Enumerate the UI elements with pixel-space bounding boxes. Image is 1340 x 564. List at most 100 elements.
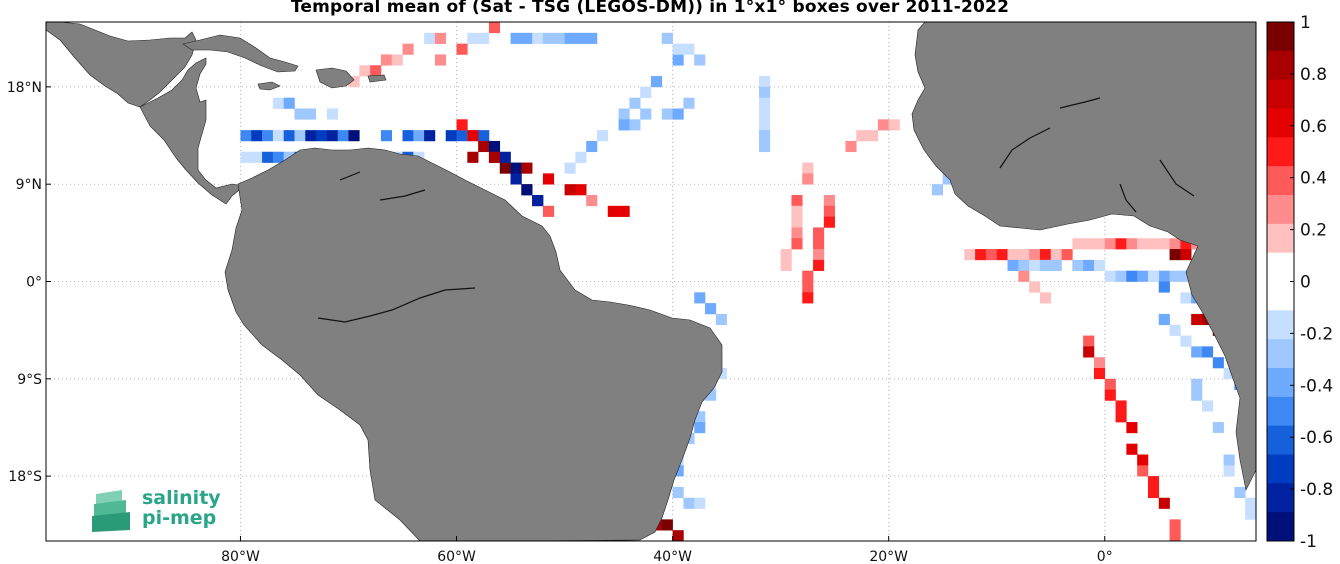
salinity-cell (1212, 422, 1224, 434)
salinity-cell (510, 32, 522, 44)
salinity-cell (683, 43, 695, 55)
salinity-cell (1050, 249, 1062, 261)
salinity-cell (499, 162, 511, 174)
salinity-cell (456, 119, 468, 131)
colorbar-swatch (1267, 166, 1294, 196)
salinity-cell (413, 130, 425, 142)
salinity-cell (823, 216, 835, 228)
lat-tick-label: 18°S (8, 469, 42, 485)
salinity-cell (791, 238, 803, 250)
salinity-cell (1029, 259, 1041, 271)
salinity-cell (1201, 346, 1214, 358)
colorbar: 1 0.8 0.6 0.4 0.2 0 -0.2 -0.4 -0.6 -0.8 -1 (1266, 13, 1333, 552)
salinity-cell (672, 108, 684, 120)
salinity-cell (1083, 259, 1095, 271)
lat-tick-label: 9°N (16, 177, 42, 193)
lat-tick-label: 9°S (17, 372, 42, 388)
salinity-cell (1158, 238, 1170, 250)
salinity-cell (532, 195, 544, 207)
colorbar-tick-label: 1 (1300, 13, 1311, 33)
salinity-cell (262, 130, 274, 142)
salinity-cell (294, 130, 306, 142)
salinity-cell (478, 140, 490, 153)
salinity-cell (802, 292, 814, 304)
salinity-cell (1191, 313, 1203, 326)
salinity-cell (1147, 270, 1160, 282)
salinity-cell (683, 497, 695, 509)
salinity-cell (1223, 368, 1235, 380)
salinity-cell (445, 130, 457, 142)
salinity-cell (1169, 519, 1181, 531)
salinity-cell (759, 119, 771, 131)
salinity-cell (683, 97, 695, 109)
salinity-cell (672, 465, 684, 477)
salinity-cell (813, 259, 825, 271)
salinity-cell (1245, 497, 1256, 509)
salinity-cell (402, 43, 414, 55)
salinity-cell (316, 108, 328, 120)
salinity-cell (262, 151, 274, 163)
salinity-cell (964, 249, 976, 261)
salinity-cell (1039, 259, 1052, 271)
salinity-cell (1169, 270, 1181, 282)
land-hispaniola (315, 67, 355, 89)
salinity-cell (402, 130, 414, 142)
salinity-cell (564, 162, 576, 174)
salinity-cell (424, 130, 436, 142)
salinity-cell (1083, 238, 1095, 250)
land-africa (911, 22, 1256, 491)
salinity-cell (586, 195, 598, 207)
colorbar-swatch (1267, 425, 1294, 455)
salinity-cell (629, 119, 641, 131)
salinity-cell (359, 65, 371, 77)
salinity-cell (1169, 324, 1181, 336)
salinity-cell (294, 108, 306, 120)
salinity-cell (1061, 249, 1073, 261)
colorbar-swatch (1267, 22, 1294, 52)
colorbar-tick-label: 0.2 (1300, 221, 1327, 241)
salinity-cell (1245, 508, 1256, 520)
salinity-cell (488, 22, 501, 34)
salinity-cell (1126, 443, 1138, 455)
salinity-cell (488, 140, 501, 153)
salinity-cell (1083, 346, 1095, 358)
salinity-cell (1007, 259, 1019, 271)
salinity-cell (1180, 335, 1192, 347)
salinity-cell (467, 32, 479, 44)
salinity-cell (542, 173, 555, 185)
salinity-cell (672, 486, 684, 499)
colorbar-swatch (1267, 108, 1294, 138)
salinity-cell (305, 130, 317, 142)
salinity-cell (813, 227, 825, 239)
salinity-cell (1191, 389, 1203, 401)
salinity-cell (1018, 259, 1030, 271)
land-puerto-rico (367, 74, 387, 83)
salinity-cell (380, 54, 393, 66)
salinity-cell (272, 130, 284, 142)
salinity-cell (867, 130, 879, 142)
salinity-cell (607, 205, 619, 217)
salinity-cell (575, 184, 587, 196)
salinity-cell (813, 238, 825, 250)
lon-tick-label: 80°W (221, 549, 260, 564)
salinity-cell (1039, 249, 1052, 261)
salinity-cell (586, 140, 598, 153)
salinity-cell (499, 151, 511, 163)
salinity-cell (856, 130, 868, 142)
colorbar-tick-label: 0.8 (1300, 65, 1327, 85)
colorbar-swatch (1267, 396, 1294, 427)
salinity-cell (618, 205, 630, 217)
salinity-cell (845, 140, 857, 153)
salinity-cell (802, 162, 814, 174)
salinity-cell (705, 303, 717, 315)
salinity-cell (467, 151, 479, 163)
salinity-cell (694, 422, 706, 434)
salinity-cell (1256, 519, 1267, 530)
land-masses (46, 22, 1256, 541)
salinity-cell (802, 173, 814, 185)
salinity-cell (1018, 249, 1030, 261)
salinity-cell (240, 151, 252, 163)
salinity-cell (521, 184, 533, 196)
salinity-cell (1072, 238, 1084, 250)
